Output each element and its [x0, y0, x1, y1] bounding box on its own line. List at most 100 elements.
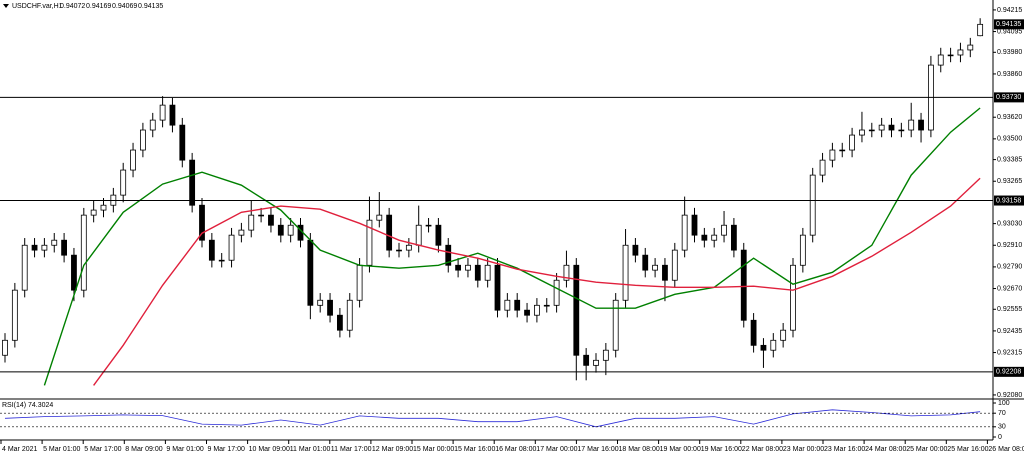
level-label: 0.92208 [996, 369, 1021, 376]
candle-body [534, 304, 540, 316]
x-tick-label: 10 Mar 09:00 [249, 446, 290, 452]
header-low: 0.94069 [112, 3, 137, 10]
x-tick-label: 19 Mar 16:00 [701, 446, 742, 452]
candle-body [642, 254, 649, 271]
candle-body [780, 329, 787, 341]
candle-body [31, 244, 38, 251]
candle-body [474, 264, 481, 281]
candle-body [829, 149, 836, 161]
y-tick-label: 0.93265 [997, 178, 1022, 185]
candle-body [740, 249, 747, 321]
candle-body [977, 23, 984, 37]
candle-body [415, 224, 422, 246]
candle-body [918, 119, 924, 131]
price-label-box [994, 19, 1024, 30]
candle-body [819, 159, 826, 176]
x-tick-label: 15 Mar 16:00 [454, 446, 495, 452]
candle-body [71, 254, 77, 291]
level-label-box [994, 92, 1024, 103]
candle-body [799, 234, 806, 266]
candle-body [228, 234, 235, 261]
x-tick-label: 11 Mar 17:00 [331, 446, 372, 452]
candle-body [189, 159, 196, 206]
y-tick-label: 0.93385 [997, 156, 1022, 163]
candle-body [583, 354, 590, 366]
candle-body [159, 104, 166, 121]
candle-body [691, 214, 698, 236]
x-tick-label: 15 Mar 00:00 [413, 446, 454, 452]
candle-body [868, 129, 875, 132]
x-tick-label: 16 Mar 08:00 [495, 446, 536, 452]
x-tick-label: 22 Mar 08:00 [742, 446, 783, 452]
header-high: 0.94169 [86, 3, 111, 10]
x-tick-label: 17 Mar 00:00 [536, 446, 577, 452]
candle-body [287, 224, 294, 236]
candle-body [21, 244, 28, 291]
candle-body [336, 314, 343, 331]
y-tick-label: 0.92670 [997, 285, 1022, 292]
x-tick-label: 5 Mar 01:00 [43, 446, 80, 452]
rsi-value: 74.3024 [28, 402, 53, 409]
header-open: 0.94072 [60, 3, 85, 10]
level-label-box [994, 366, 1024, 377]
candle-body [947, 54, 954, 57]
level-label: 0.93158 [996, 197, 1021, 204]
candle-body [51, 239, 58, 246]
candle-body [721, 224, 727, 236]
candle-body [90, 209, 97, 216]
y-tick-label: 0.92555 [997, 306, 1022, 313]
current-price: 0.94135 [996, 21, 1021, 28]
candle-body [622, 244, 629, 301]
y-tick-label: 0.92315 [997, 349, 1022, 356]
candle-body [839, 149, 846, 152]
candle-body [268, 214, 274, 226]
candle-body [681, 214, 688, 251]
candle-body [711, 234, 718, 241]
x-tick-label: 18 Mar 08:00 [619, 446, 660, 452]
candle-body [346, 299, 353, 331]
candle-body [701, 234, 708, 241]
y-tick-label: 0.93620 [997, 114, 1022, 121]
candle-body [494, 264, 501, 311]
candle-body [612, 299, 619, 351]
candle-body [770, 339, 777, 351]
candle-body [859, 129, 865, 136]
rsi-tick-label: 100 [998, 400, 1010, 407]
candle-body [238, 229, 245, 236]
y-tick-label: 0.92910 [997, 242, 1022, 249]
candle-body [139, 129, 146, 151]
candle-body [662, 264, 668, 281]
y-tick-label: 0.94215 [997, 7, 1022, 14]
candle-body [258, 214, 265, 217]
candle-body [218, 259, 225, 262]
candle-body [376, 214, 383, 221]
candle-body [130, 149, 136, 171]
x-tick-label: 24 Mar 08:00 [865, 446, 906, 452]
candle-body [849, 134, 855, 151]
candle-body [632, 244, 639, 256]
candle-body [878, 124, 885, 131]
candle-body [120, 169, 127, 196]
candle-body [465, 264, 471, 271]
x-tick-label: 17 Mar 16:00 [577, 446, 618, 452]
rsi-pane [4, 409, 981, 428]
candle-body [731, 224, 737, 251]
candle-body [199, 204, 205, 241]
x-tick-label: 9 Mar 01:00 [166, 446, 203, 452]
header-close: 0.94135 [138, 3, 163, 10]
candle-body [425, 224, 432, 227]
y-tick-label: 0.92790 [997, 264, 1022, 271]
candle-body [652, 264, 658, 271]
rsi-label: RSI(14) [2, 402, 26, 409]
candle-body [671, 249, 678, 281]
x-tick-label: 26 Mar 08:00 [988, 446, 1024, 452]
candle-body [149, 119, 156, 131]
candle-body [41, 244, 48, 251]
x-tick-label: 23 Mar 00:00 [783, 446, 824, 452]
candle-body [524, 309, 530, 316]
moving-average [43, 107, 981, 386]
candle-body [366, 219, 373, 266]
x-tick-label: 8 Mar 09:00 [125, 446, 162, 452]
